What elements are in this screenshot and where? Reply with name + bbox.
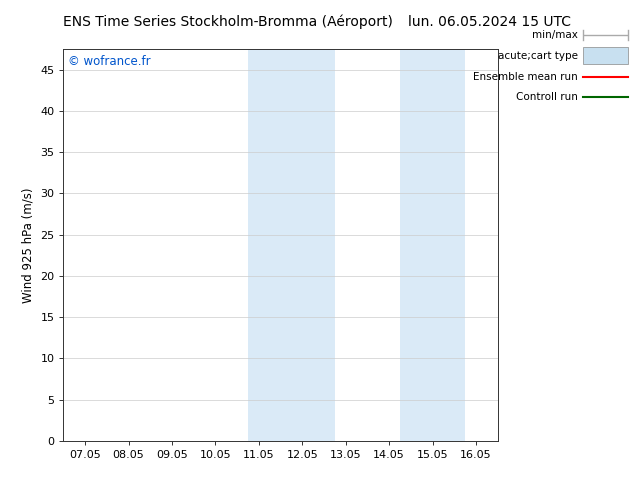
Bar <box>248 49 269 441</box>
Text: lun. 06.05.2024 15 UTC: lun. 06.05.2024 15 UTC <box>408 15 571 29</box>
Text: Controll run: Controll run <box>515 93 578 102</box>
Text: acute;cart type: acute;cart type <box>498 51 578 61</box>
Text: min/max: min/max <box>532 30 578 40</box>
Y-axis label: Wind 925 hPa (m/s): Wind 925 hPa (m/s) <box>22 187 35 303</box>
Bar <box>422 49 465 441</box>
Text: © wofrance.fr: © wofrance.fr <box>68 55 150 68</box>
FancyBboxPatch shape <box>583 48 628 64</box>
Text: ENS Time Series Stockholm-Bromma (Aéroport): ENS Time Series Stockholm-Bromma (Aéropo… <box>63 15 393 29</box>
Text: Ensemble mean run: Ensemble mean run <box>473 72 578 81</box>
Bar <box>269 49 335 441</box>
Bar <box>400 49 422 441</box>
